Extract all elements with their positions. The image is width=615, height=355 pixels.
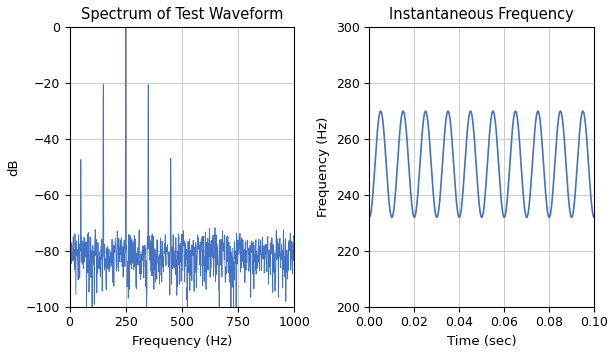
Y-axis label: dB: dB	[7, 158, 20, 176]
Y-axis label: Frequency (Hz): Frequency (Hz)	[317, 117, 330, 217]
X-axis label: Frequency (Hz): Frequency (Hz)	[132, 335, 232, 348]
Title: Instantaneous Frequency: Instantaneous Frequency	[389, 7, 574, 22]
X-axis label: Time (sec): Time (sec)	[447, 335, 517, 348]
Title: Spectrum of Test Waveform: Spectrum of Test Waveform	[81, 7, 283, 22]
